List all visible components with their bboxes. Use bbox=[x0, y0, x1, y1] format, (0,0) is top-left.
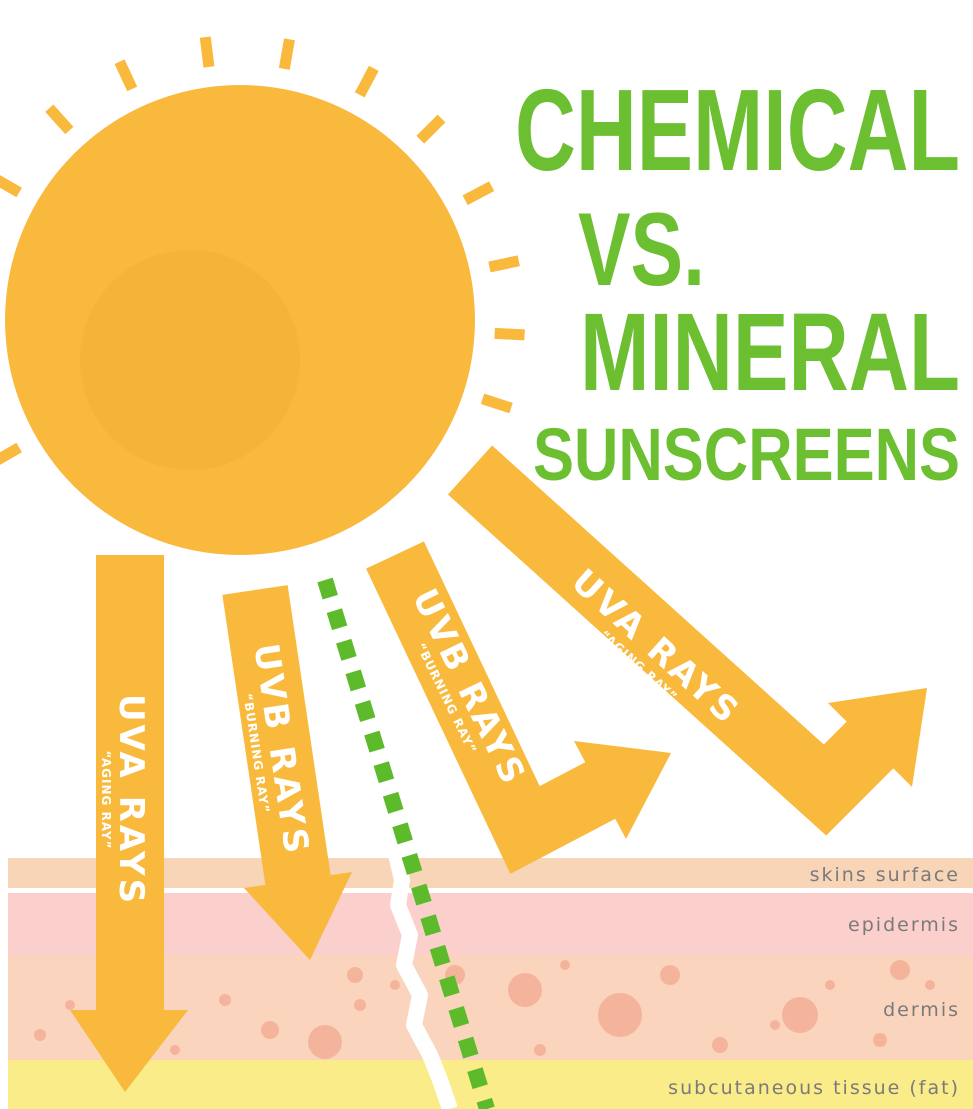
sun-dash bbox=[483, 399, 512, 408]
ray-note: “AGING RAY” bbox=[99, 751, 113, 850]
dermis-cell bbox=[354, 999, 366, 1011]
sun-texture bbox=[80, 250, 300, 470]
arrow-shaft bbox=[470, 470, 873, 790]
layer-label: skins surface bbox=[810, 864, 960, 886]
sun-dash bbox=[360, 68, 374, 94]
title-line: MINERAL bbox=[580, 291, 960, 414]
sun-dash bbox=[465, 186, 491, 200]
title-line: CHEMICAL bbox=[515, 65, 960, 195]
sun-dash bbox=[420, 118, 441, 139]
ray-label: UVA RAYS bbox=[563, 561, 747, 733]
dermis-cell bbox=[925, 980, 935, 990]
page: CHEMICAL VS. MINERAL SUNSCREENS UVA RAYS… bbox=[0, 0, 973, 1109]
dermis-cell bbox=[170, 1045, 180, 1055]
dermis-cell bbox=[390, 980, 400, 990]
dermis-cell bbox=[712, 1037, 728, 1053]
sun-dash bbox=[49, 108, 69, 130]
dermis-cell bbox=[560, 960, 570, 970]
layer-label: dermis bbox=[883, 999, 960, 1021]
dermis-cell bbox=[219, 994, 231, 1006]
dermis-cell bbox=[347, 967, 363, 983]
dermis-cell bbox=[598, 993, 642, 1037]
dermis-cell bbox=[660, 965, 680, 985]
sun-dash bbox=[489, 261, 518, 267]
dermis-cell bbox=[534, 1044, 546, 1056]
sun-dash bbox=[284, 39, 289, 69]
dermis-cell bbox=[308, 1025, 342, 1059]
infographic: CHEMICAL VS. MINERAL SUNSCREENS UVA RAYS… bbox=[0, 0, 973, 1109]
ray-label: UVA RAYS bbox=[111, 694, 151, 906]
dermis-cell bbox=[508, 973, 542, 1007]
dermis-cell bbox=[261, 1021, 279, 1039]
layer-label: subcutaneous tissue (fat) bbox=[668, 1077, 960, 1099]
dermis-cell bbox=[782, 997, 818, 1033]
layer-label: epidermis bbox=[848, 914, 960, 936]
dermis-cell bbox=[890, 960, 910, 980]
dermis-cell bbox=[825, 980, 835, 990]
dermis-cell bbox=[34, 1029, 46, 1041]
sun-dash bbox=[0, 448, 19, 463]
title-line: SUNSCREENS bbox=[533, 413, 960, 496]
sun-dash bbox=[495, 333, 525, 335]
dermis-cell bbox=[65, 1000, 75, 1010]
dermis-cell bbox=[873, 1033, 887, 1047]
sun-dash bbox=[205, 37, 209, 67]
sun-dash bbox=[0, 178, 19, 193]
sun-dash bbox=[120, 62, 133, 89]
dermis-cell bbox=[770, 1020, 780, 1030]
